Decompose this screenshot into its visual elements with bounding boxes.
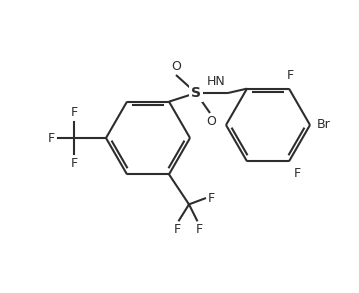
Text: F: F (70, 157, 78, 170)
Text: F: F (195, 223, 202, 236)
Text: F: F (173, 223, 181, 236)
Text: F: F (286, 69, 294, 82)
Text: S: S (191, 86, 201, 100)
Text: HN: HN (206, 75, 225, 88)
Text: Br: Br (317, 118, 331, 132)
Text: F: F (208, 192, 215, 205)
Text: O: O (171, 60, 181, 73)
Text: F: F (48, 132, 55, 144)
Text: F: F (294, 167, 301, 180)
Text: O: O (206, 115, 216, 128)
Text: F: F (70, 106, 78, 119)
